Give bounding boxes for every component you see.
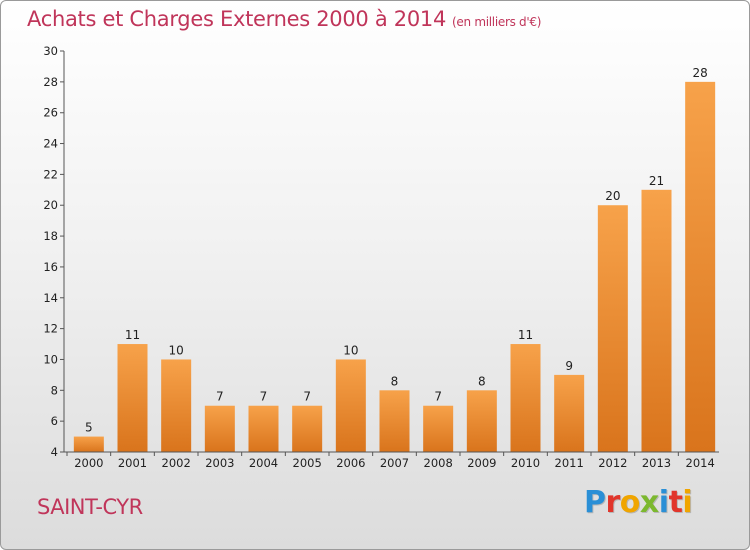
chart-title-text: Achats et Charges Externes 2000 à 2014 <box>27 7 447 31</box>
bar <box>379 390 410 452</box>
y-tick-label: 24 <box>43 137 58 151</box>
bar-value-label: 7 <box>303 390 311 404</box>
x-tick-label: 2005 <box>293 456 322 470</box>
x-tick-label: 2014 <box>686 456 715 470</box>
bar-value-label: 7 <box>216 390 224 404</box>
chart-title: Achats et Charges Externes 2000 à 2014 (e… <box>27 7 541 31</box>
logo-letter: x <box>639 485 659 520</box>
bar <box>466 390 497 452</box>
y-tick-label: 16 <box>43 260 58 274</box>
x-tick-label: 2011 <box>555 456 584 470</box>
bar <box>423 405 454 452</box>
bar <box>641 189 672 453</box>
y-tick-label: 26 <box>43 106 58 120</box>
bar-value-label: 11 <box>125 328 140 342</box>
x-tick-label: 2002 <box>162 456 191 470</box>
bar <box>248 405 279 452</box>
x-tick-label: 2006 <box>336 456 365 470</box>
bar-value-label: 7 <box>260 390 268 404</box>
x-tick-label: 2008 <box>424 456 453 470</box>
bar <box>161 359 192 452</box>
y-tick-label: 20 <box>43 198 58 212</box>
x-tick-label: 2003 <box>205 456 234 470</box>
y-tick-label: 30 <box>43 44 58 58</box>
bar <box>117 344 148 452</box>
x-tick-label: 2007 <box>380 456 409 470</box>
bar <box>73 436 104 452</box>
logo-letter: i <box>682 485 693 520</box>
x-tick-label: 2000 <box>74 456 103 470</box>
y-tick-label: 4 <box>51 445 58 459</box>
logo-letter: P <box>584 485 606 520</box>
chart-unit: (en milliers d'€) <box>452 15 542 29</box>
bar <box>292 405 323 452</box>
x-tick-label: 2009 <box>467 456 496 470</box>
x-tick-label: 2004 <box>249 456 278 470</box>
bars-layer: 5 11 10 7 7 7 10 8 7 8 11 9 20 21 28 <box>73 66 716 453</box>
bar-value-label: 8 <box>391 374 399 388</box>
y-tick-label: 10 <box>43 352 58 366</box>
bar-value-label: 9 <box>565 359 573 373</box>
y-tick-label: 18 <box>43 229 58 243</box>
bar-value-label: 7 <box>434 390 442 404</box>
bar <box>554 374 585 452</box>
place-name: SAINT-CYR <box>37 495 143 519</box>
bar-value-label: 20 <box>605 189 620 203</box>
bar-value-label: 5 <box>85 421 93 435</box>
bar-value-label: 10 <box>169 343 184 357</box>
bar <box>597 205 628 452</box>
bar-value-label: 11 <box>518 328 533 342</box>
bar <box>685 81 716 452</box>
x-tick-label: 2012 <box>598 456 627 470</box>
y-tick-label: 14 <box>43 291 58 305</box>
bar <box>510 344 541 452</box>
bar-value-label: 10 <box>343 343 358 357</box>
logo-letter: o <box>619 485 641 520</box>
y-tick-label: 28 <box>43 75 58 89</box>
proxiti-logo: Proxiti <box>584 485 693 520</box>
x-tick-label: 2001 <box>118 456 147 470</box>
y-tick-label: 8 <box>51 383 58 397</box>
logo-letter: r <box>605 485 621 520</box>
bar <box>335 359 366 452</box>
bar-value-label: 21 <box>649 174 664 188</box>
y-tick-label: 6 <box>51 414 58 428</box>
x-tick-label: 2010 <box>511 456 540 470</box>
y-tick-label: 12 <box>43 322 58 336</box>
bar-value-label: 8 <box>478 374 486 388</box>
bar-value-label: 28 <box>693 66 708 80</box>
bar <box>204 405 235 452</box>
logo-letter: i <box>658 485 669 520</box>
logo-letter: t <box>668 485 683 520</box>
x-tick-label: 2013 <box>642 456 671 470</box>
y-tick-label: 22 <box>43 167 58 181</box>
axis-layer: 4 6 8 10 12 14 16 18 20 22 24 26 28 30 2000 2001 2002 200… <box>43 44 719 470</box>
